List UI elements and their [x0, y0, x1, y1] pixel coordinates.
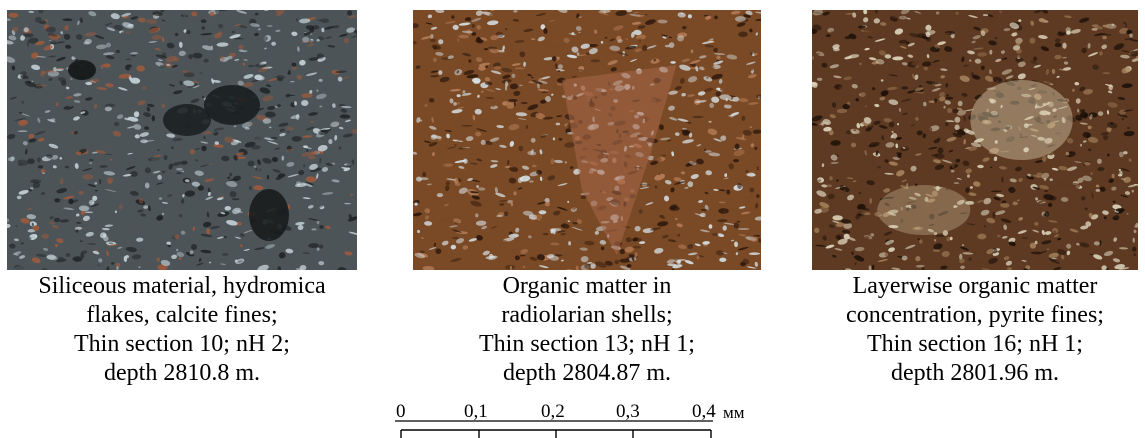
scale-unit-label: мм — [723, 403, 745, 422]
micrograph-thin-section-10 — [7, 10, 357, 270]
caption-thin-section-16: Layerwise organic matter concentration, … — [785, 272, 1145, 388]
caption-line: Thin section 13; nH 1; — [479, 331, 695, 357]
caption-thin-section-13: Organic matter in radiolarian shells; Th… — [397, 272, 777, 388]
caption-line: concentration, pyrite fines; — [846, 302, 1104, 328]
caption-line: depth 2801.96 m. — [891, 360, 1059, 386]
scale-tick-label: 0,2 — [541, 401, 565, 422]
scale-tick-label: 0,3 — [616, 401, 640, 422]
caption-line: radiolarian shells; — [501, 302, 673, 328]
caption-line: Organic matter in — [502, 273, 672, 299]
micrograph-image-3 — [812, 10, 1138, 270]
caption-line: Layerwise organic matter — [852, 273, 1098, 299]
caption-line: Thin section 10; nH 2; — [74, 331, 290, 357]
caption-line: depth 2804.87 m. — [503, 360, 671, 386]
caption-line: Thin section 16; nH 1; — [867, 331, 1083, 357]
scale-bar: 0 0,1 0,2 0,3 0,4 мм — [395, 402, 755, 438]
scale-ruler — [395, 420, 713, 438]
micrograph-thin-section-13 — [413, 10, 761, 270]
micrograph-image-2 — [413, 10, 761, 270]
micrograph-image-1 — [7, 10, 357, 270]
caption-thin-section-10: Siliceous material, hydromica flakes, ca… — [0, 272, 372, 388]
scale-tick-label: 0 — [396, 401, 406, 422]
caption-line: depth 2810.8 m. — [104, 360, 260, 386]
scale-tick-label: 0,4 — [692, 401, 716, 422]
caption-line: Siliceous material, hydromica — [38, 273, 326, 299]
caption-line: flakes, calcite fines; — [86, 302, 278, 328]
micrograph-thin-section-16 — [812, 10, 1138, 270]
scale-tick-label: 0,1 — [464, 401, 488, 422]
